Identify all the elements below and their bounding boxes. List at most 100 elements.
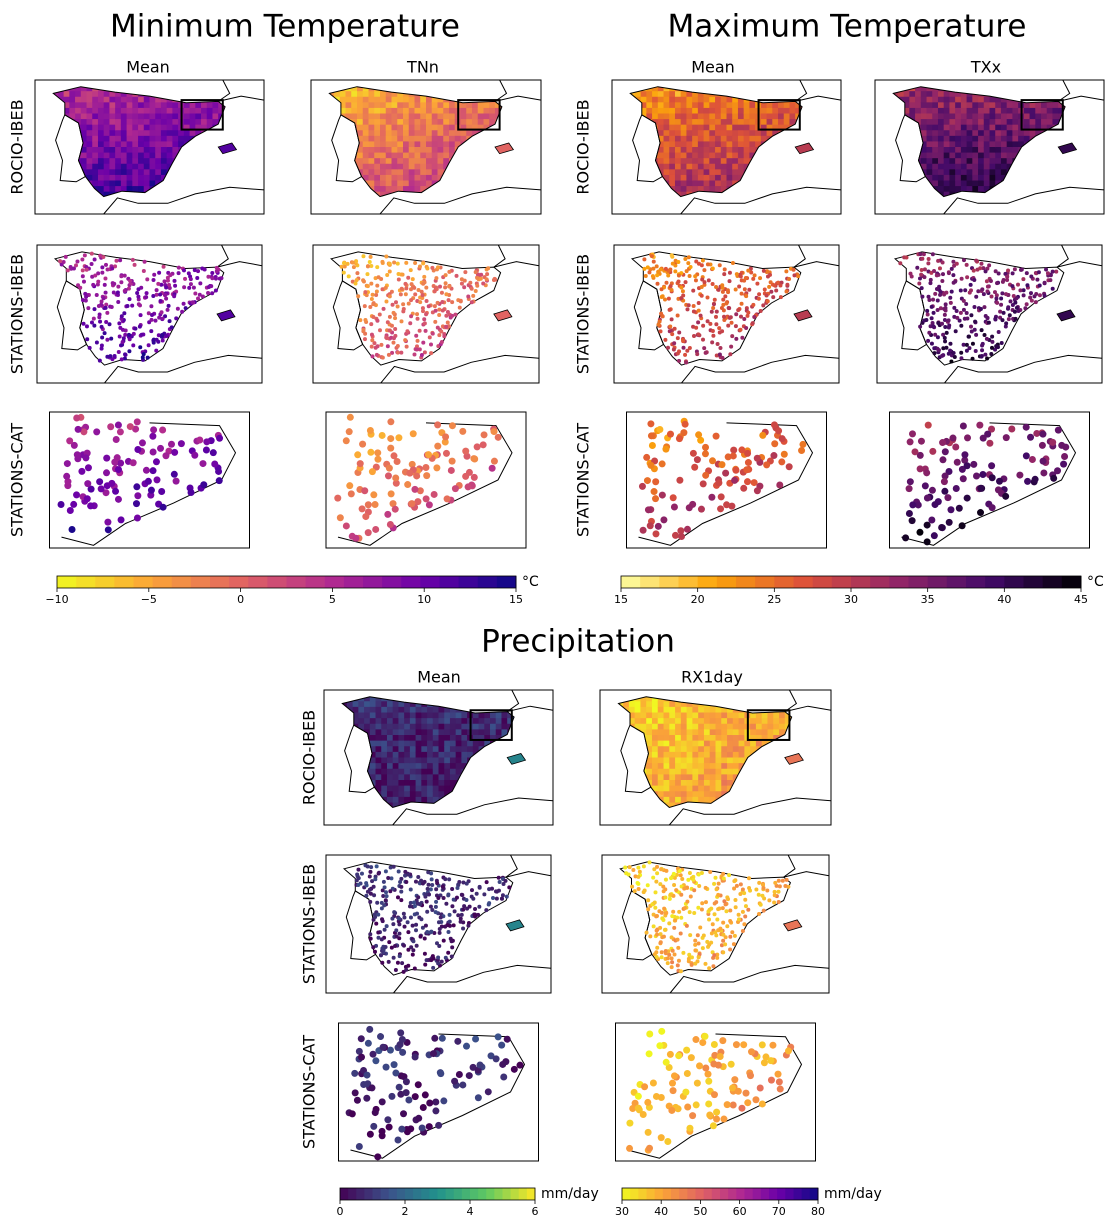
- grid-cell: [98, 97, 104, 103]
- station: [394, 300, 398, 304]
- grid-cell: [172, 136, 178, 142]
- grid-cell: [727, 136, 733, 142]
- grid-cell: [990, 97, 996, 103]
- grid-cell: [686, 153, 692, 159]
- station: [216, 477, 223, 484]
- station: [97, 304, 101, 308]
- station: [450, 314, 454, 318]
- station: [697, 309, 701, 313]
- station: [85, 337, 89, 341]
- grid-cell: [995, 141, 1001, 147]
- station: [154, 476, 161, 483]
- grid-cell: [715, 186, 721, 192]
- grid-cell: [415, 136, 421, 142]
- grid-cell: [409, 136, 415, 142]
- grid-cell: [669, 169, 675, 175]
- grid-cell: [109, 186, 115, 192]
- grid-cell: [167, 141, 173, 147]
- station: [447, 298, 451, 302]
- grid-cell: [363, 108, 369, 114]
- grid-cell: [732, 175, 738, 181]
- grid-cell: [115, 130, 121, 136]
- grid-cell: [932, 175, 938, 181]
- grid-cell: [150, 108, 156, 114]
- grid-cell: [658, 119, 664, 125]
- grid-cell: [646, 108, 652, 114]
- grid-cell: [767, 114, 773, 120]
- grid-cell: [357, 91, 363, 97]
- grid-cell: [990, 147, 996, 153]
- grid-cell: [403, 97, 409, 103]
- grid-cell: [363, 114, 369, 120]
- station: [388, 262, 392, 266]
- grid-cell: [669, 164, 675, 170]
- station: [655, 264, 659, 268]
- grid-cell: [932, 130, 938, 136]
- station: [676, 336, 680, 340]
- station: [145, 478, 152, 485]
- grid-cell: [675, 147, 681, 153]
- grid-cell: [721, 108, 727, 114]
- station: [729, 345, 733, 349]
- grid-cell: [121, 102, 127, 108]
- grid-cell: [443, 102, 449, 108]
- grid-cell: [415, 186, 421, 192]
- grid-cell: [172, 119, 178, 125]
- grid-cell: [767, 108, 773, 114]
- grid-cell: [967, 108, 973, 114]
- grid-cell: [369, 175, 375, 181]
- station: [413, 472, 420, 479]
- grid-cell: [98, 181, 104, 187]
- station: [203, 446, 210, 453]
- grid-cell: [738, 114, 744, 120]
- station: [375, 353, 379, 357]
- grid-cell: [369, 97, 375, 103]
- station: [163, 293, 167, 297]
- station: [399, 351, 403, 355]
- station: [460, 277, 464, 281]
- grid-cell: [704, 153, 710, 159]
- station: [766, 275, 770, 279]
- grid-cell: [155, 102, 161, 108]
- station: [480, 441, 487, 448]
- station: [187, 286, 191, 290]
- station: [100, 265, 104, 269]
- grid-cell: [949, 153, 955, 159]
- station: [437, 308, 441, 312]
- station: [173, 478, 180, 485]
- station: [133, 500, 140, 507]
- station: [171, 449, 178, 456]
- grid-cell: [144, 125, 150, 131]
- grid-cell: [161, 158, 167, 164]
- station: [387, 521, 394, 528]
- grid-cell: [489, 108, 495, 114]
- grid-cell: [369, 91, 375, 97]
- grid-cell: [704, 97, 710, 103]
- station: [100, 325, 104, 329]
- grid-cell: [938, 102, 944, 108]
- grid-cell: [426, 130, 432, 136]
- grid-cell: [397, 130, 403, 136]
- station: [672, 341, 676, 345]
- grid-cell: [664, 108, 670, 114]
- station: [681, 289, 685, 293]
- station: [384, 335, 388, 339]
- grid-cell: [961, 169, 967, 175]
- grid-cell: [386, 136, 392, 142]
- station: [442, 433, 449, 440]
- station: [433, 464, 440, 471]
- grid-cell: [658, 114, 664, 120]
- grid-cell: [949, 130, 955, 136]
- grid-cell: [386, 97, 392, 103]
- station: [184, 306, 188, 310]
- grid-cell: [1012, 141, 1018, 147]
- grid-cell: [438, 147, 444, 153]
- grid-cell: [161, 108, 167, 114]
- grid-cell: [681, 186, 687, 192]
- grid-cell: [172, 130, 178, 136]
- grid-cell: [972, 153, 978, 159]
- grid-cell: [127, 164, 133, 170]
- grid-cell: [357, 97, 363, 103]
- grid-cell: [686, 102, 692, 108]
- grid-cell: [664, 147, 670, 153]
